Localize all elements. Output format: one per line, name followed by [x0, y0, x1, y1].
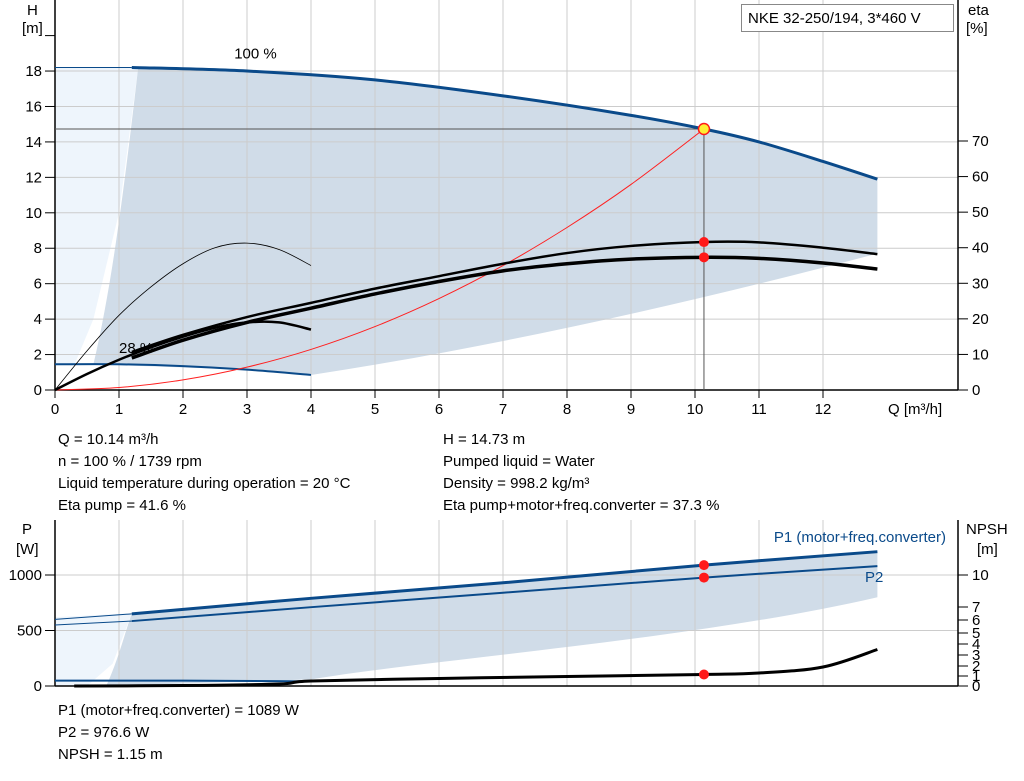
y2-tick-label: 40 [972, 240, 989, 257]
x-tick-label: 0 [51, 401, 59, 418]
x-tick-label: 2 [179, 401, 187, 418]
x-tick-label: 4 [307, 401, 315, 418]
series-H100 [131, 65, 878, 181]
npsh-tick-label: 2 [972, 658, 980, 675]
npsh-tick-label: 10 [972, 567, 989, 584]
p-axis-label: P [22, 521, 32, 538]
series-P2 [131, 565, 878, 623]
npsh-tick-label: 4 [972, 636, 980, 653]
p-tick-label: 1000 [9, 567, 42, 584]
npsh-axis-label: NPSH [966, 521, 1008, 538]
x-tick-label: 12 [815, 401, 832, 418]
info-liquid: Pumped liquid = Water [443, 453, 595, 470]
op-point-p1 [698, 560, 709, 571]
info-top-left: Q = 10.14 m³/h n = 100 % / 1739 rpm Liqu… [58, 429, 350, 517]
y-tick-label: 6 [34, 276, 42, 293]
region-light-bottom [55, 613, 132, 686]
y-tick-label: 2 [34, 347, 42, 364]
npsh-tick-label: 3 [972, 647, 980, 664]
y2-tick-label: 0 [972, 382, 980, 399]
series-eta_pump [131, 240, 878, 354]
series-P1 [131, 550, 878, 616]
series-NPSH [74, 648, 878, 688]
y-tick-label: 10 [25, 205, 42, 222]
series-H28 [54, 363, 312, 376]
y-tick-label: 14 [25, 134, 42, 151]
x-tick-label: 9 [627, 401, 635, 418]
info-h: H = 14.73 m [443, 431, 526, 448]
npsh-tick-label: 7 [972, 599, 980, 616]
y2-tick-label: 10 [972, 346, 989, 363]
npsh-tick-label: 5 [972, 625, 980, 642]
y-axis-unit: [m] [22, 20, 43, 37]
op-point-h [697, 122, 711, 136]
y-tick-label: 8 [34, 240, 42, 257]
info-eta-pump: Eta pump = 41.6 % [58, 497, 186, 514]
npsh-tick-label: 1 [972, 668, 980, 685]
info-speed: n = 100 % / 1739 rpm [58, 453, 202, 470]
p-tick-label: 0 [34, 678, 42, 695]
legend-p1: P1 (motor+freq.converter) [774, 529, 946, 546]
y-tick-label: 12 [25, 169, 42, 186]
x-tick-label: 11 [751, 401, 767, 418]
series-eta_pump_28 [54, 242, 312, 391]
info-q: Q = 10.14 m³/h [58, 431, 159, 448]
y2-tick-label: 30 [972, 275, 989, 292]
series-P1_28 [54, 679, 312, 683]
y-tick-label: 18 [25, 63, 42, 80]
p-axis-unit: [W] [16, 541, 39, 558]
x-tick-label: 10 [687, 401, 704, 418]
y2-tick-label: 60 [972, 169, 989, 186]
x-tick-label: 1 [115, 401, 123, 418]
y2-tick-label: 20 [972, 311, 989, 328]
info-p1: P1 (motor+freq.converter) = 1089 W [58, 702, 299, 719]
x-axis-label: Q [m³/h] [888, 401, 942, 418]
x-tick-label: 8 [563, 401, 571, 418]
op-point-npsh [698, 669, 709, 680]
y-axis-label: H [27, 2, 38, 19]
y-tick-label: 4 [34, 311, 42, 328]
pump-title-box: NKE 32-250/194, 3*460 V [741, 4, 954, 32]
operating-region-top [93, 67, 878, 375]
series-system [54, 128, 705, 391]
series-P1_ext [54, 613, 132, 620]
y-tick-label: 16 [25, 98, 42, 115]
npsh-tick-label: 6 [972, 612, 980, 629]
p-tick-label: 500 [17, 623, 42, 640]
info-npsh: NPSH = 1.15 m [58, 746, 163, 763]
info-p2: P2 = 976.6 W [58, 724, 150, 741]
pump-title: NKE 32-250/194, 3*460 V [748, 10, 921, 27]
info-temperature: Liquid temperature during operation = 20… [58, 475, 351, 492]
op-point-p2 [698, 572, 709, 583]
info-density: Density = 998.2 kg/m³ [443, 475, 590, 492]
x-tick-label: 7 [499, 401, 507, 418]
y2-tick-label: 50 [972, 204, 989, 221]
series-eta_total_28 [54, 320, 312, 392]
y-tick-label: 0 [34, 382, 42, 399]
op-point-eta-pump [698, 237, 709, 248]
operating-region-bottom [106, 551, 878, 686]
info-top-right: H = 14.73 m Pumped liquid = Water Densit… [443, 429, 719, 517]
info-eta-total: Eta pump+motor+freq.converter = 37.3 % [443, 497, 720, 514]
series-P2_ext [54, 620, 132, 626]
npsh-tick-label: 0 [972, 678, 980, 695]
x-tick-label: 5 [371, 401, 379, 418]
info-bottom: P1 (motor+freq.converter) = 1089 W P2 = … [58, 700, 299, 766]
npsh-axis-unit: [m] [977, 541, 998, 558]
x-tick-label: 3 [243, 401, 251, 418]
y2-tick-label: 70 [972, 133, 989, 150]
y2-axis-label: eta [968, 2, 990, 19]
x-tick-label: 6 [435, 401, 443, 418]
y2-axis-unit: [%] [966, 20, 988, 37]
legend-p2: P2 [865, 569, 883, 586]
curve-label: 100 % [234, 46, 277, 63]
op-point-eta-total [698, 252, 709, 263]
